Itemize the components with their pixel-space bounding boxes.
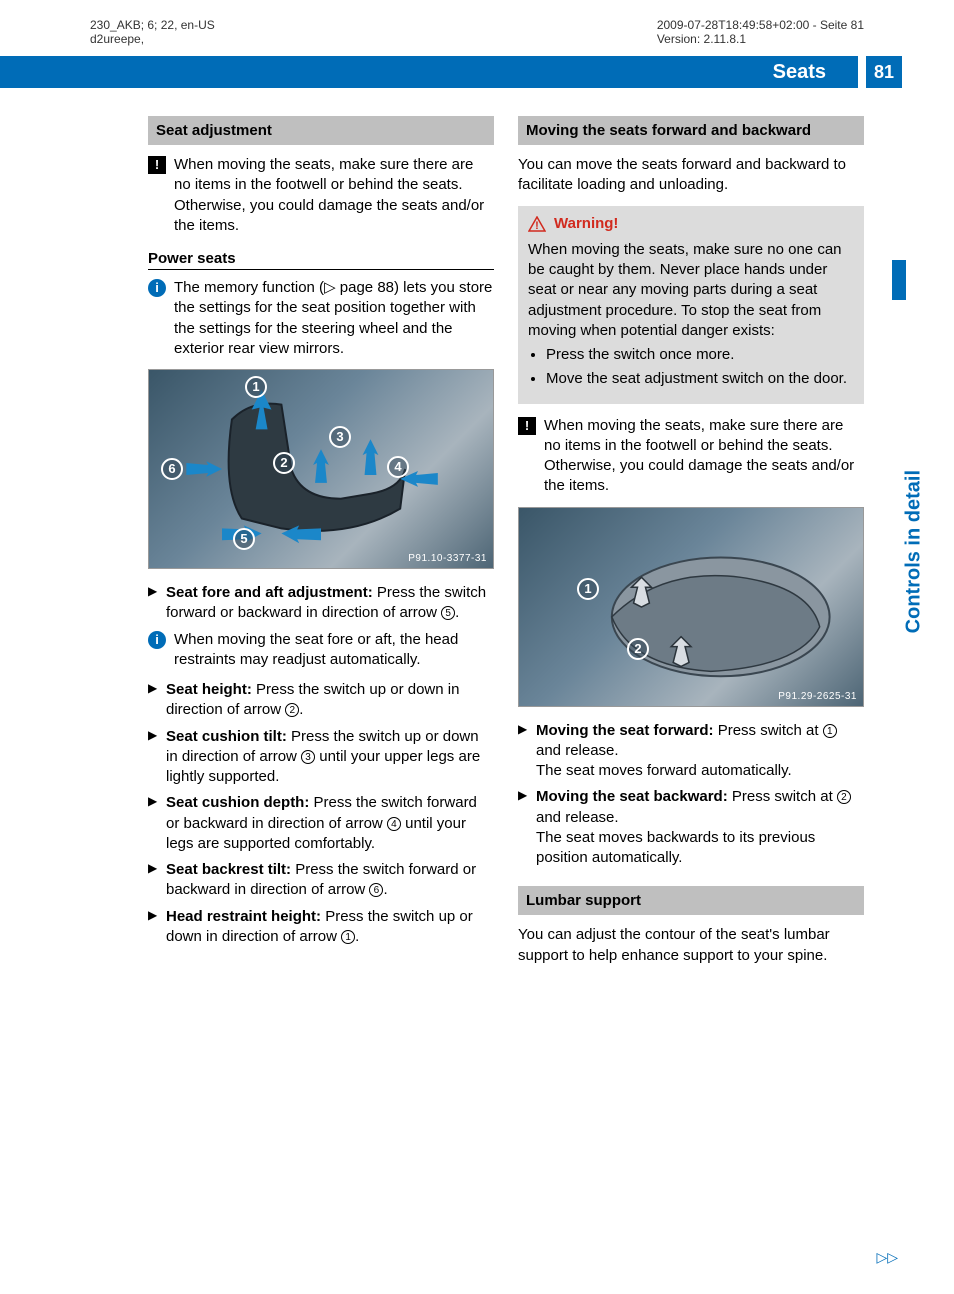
seat-diagram-svg [149,370,493,568]
caution-note: ! When moving the seats, make sure there… [148,155,494,236]
figure-id-2: P91.29-2625-31 [778,691,857,702]
svg-text:!: ! [535,220,539,232]
warning-text: When moving the seats, make sure no one … [528,240,854,341]
title-bar: Seats 81 [0,56,954,88]
info-note: i The memory function (▷ page 88) lets y… [148,278,494,359]
callout-1b: 1 [577,578,599,600]
warning-item: Move the seat adjustment switch on the d… [546,369,854,389]
warning-icon: ! [528,216,546,232]
callout-5: 5 [233,528,255,550]
page-number: 81 [866,56,902,88]
warning-box: ! Warning! When moving the seats, make s… [518,206,864,404]
figure-seat-switches: 1 2 P91.29-2625-31 [518,507,864,707]
caution-icon: ! [518,417,536,435]
heading-seat-adjustment: Seat adjustment [148,116,494,145]
step-item: ▶Seat cushion depth: Press the switch fo… [148,793,494,854]
info-note: iWhen moving the seat fore or aft, the h… [148,630,494,671]
right-column: Moving the seats forward and backward Yo… [518,116,864,976]
step-item: ▶Head restraint height: Press the switch… [148,907,494,948]
lumbar-para: You can adjust the contour of the seat's… [518,925,864,966]
caution-icon: ! [148,156,166,174]
meta-right-2: Version: 2.11.8.1 [657,32,864,46]
warning-item: Press the switch once more. [546,345,854,365]
intro-para: You can move the seats forward and backw… [518,155,864,196]
section-title: Seats [773,61,826,84]
step-item: ▶Seat cushion tilt: Press the switch up … [148,727,494,788]
caution-note-2: ! When moving the seats, make sure there… [518,416,864,497]
meta-left-1: 230_AKB; 6; 22, en-US [90,18,215,32]
warning-title: Warning! [554,214,618,234]
thumb-tab [892,260,906,300]
left-column: Seat adjustment ! When moving the seats,… [148,116,494,976]
callout-2: 2 [273,452,295,474]
info-icon: i [148,631,166,649]
callout-4: 4 [387,456,409,478]
step-item: ▶Seat backrest tilt: Press the switch fo… [148,860,494,901]
info-icon: i [148,279,166,297]
callout-1: 1 [245,376,267,398]
step-item: ▶Seat height: Press the switch up or dow… [148,680,494,721]
step-item: ▶Seat fore and aft adjustment: Press the… [148,583,494,624]
callout-3: 3 [329,426,351,448]
heading-lumbar: Lumbar support [518,886,864,915]
heading-moving-seats: Moving the seats forward and backward [518,116,864,145]
chapter-label: Controls in detail [902,470,925,633]
print-meta: 230_AKB; 6; 22, en-US d2ureepe, 2009-07-… [0,0,954,48]
step-item: ▶Moving the seat backward: Press switch … [518,787,864,868]
step-item: ▶Moving the seat forward: Press switch a… [518,721,864,782]
meta-right-1: 2009-07-28T18:49:58+02:00 - Seite 81 [657,18,864,32]
continue-icon: ▷▷ [876,1249,898,1266]
switch-diagram-svg [519,508,863,706]
callout-6: 6 [161,458,183,480]
callout-2b: 2 [627,638,649,660]
meta-left-2: d2ureepe, [90,32,215,46]
figure-id: P91.10-3377-31 [408,553,487,564]
figure-seat-controls: 1 2 3 4 5 6 P91.10-3377-31 [148,369,494,569]
heading-power-seats: Power seats [148,250,494,270]
